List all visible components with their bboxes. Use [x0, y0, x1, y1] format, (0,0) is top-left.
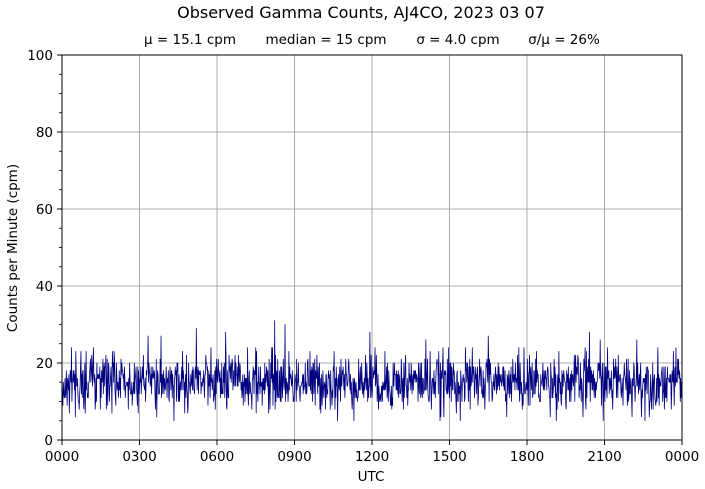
- subtitle-median: median = 15 cpm: [265, 32, 386, 48]
- y-tick-label-4: 80: [36, 125, 53, 141]
- y-tick-label-3: 60: [36, 202, 53, 218]
- x-tick-label-0: 0000: [45, 449, 79, 465]
- x-tick-labels: 0000 0300 0600 0900 1200 1500 1800 2100 0000: [45, 449, 699, 465]
- x-tick-label-1: 0300: [122, 449, 156, 465]
- x-tick-label-2: 0600: [200, 449, 234, 465]
- x-tick-label-8: 0000: [665, 449, 699, 465]
- x-tick-label-7: 2100: [587, 449, 621, 465]
- y-tick-label-0: 0: [44, 433, 53, 449]
- x-tick-label-4: 1200: [355, 449, 389, 465]
- chart-title: Observed Gamma Counts, AJ4CO, 2023 03 07: [177, 3, 545, 22]
- x-tick-label-5: 1500: [432, 449, 466, 465]
- chart-subtitle: μ = 15.1 cpm median = 15 cpm σ = 4.0 cpm…: [144, 32, 600, 48]
- y-tick-labels: 0 20 40 60 80 100: [27, 48, 53, 449]
- y-tick-label-5: 100: [27, 48, 53, 64]
- series-group: [61, 320, 683, 422]
- series-line-counts: [61, 320, 683, 422]
- grid-lines: [62, 55, 682, 440]
- subtitle-mean: μ = 15.1 cpm: [144, 32, 236, 48]
- x-tick-label-6: 1800: [510, 449, 544, 465]
- subtitle-sigma: σ = 4.0 cpm: [416, 32, 499, 48]
- x-axis-label: UTC: [358, 469, 385, 485]
- y-tick-label-1: 20: [36, 356, 53, 372]
- axis-ticks: [57, 54, 683, 445]
- y-axis-label: Counts per Minute (cpm): [5, 164, 21, 332]
- y-tick-label-2: 40: [36, 279, 53, 295]
- subtitle-cv: σ/μ = 26%: [528, 32, 600, 48]
- x-tick-label-3: 0900: [277, 449, 311, 465]
